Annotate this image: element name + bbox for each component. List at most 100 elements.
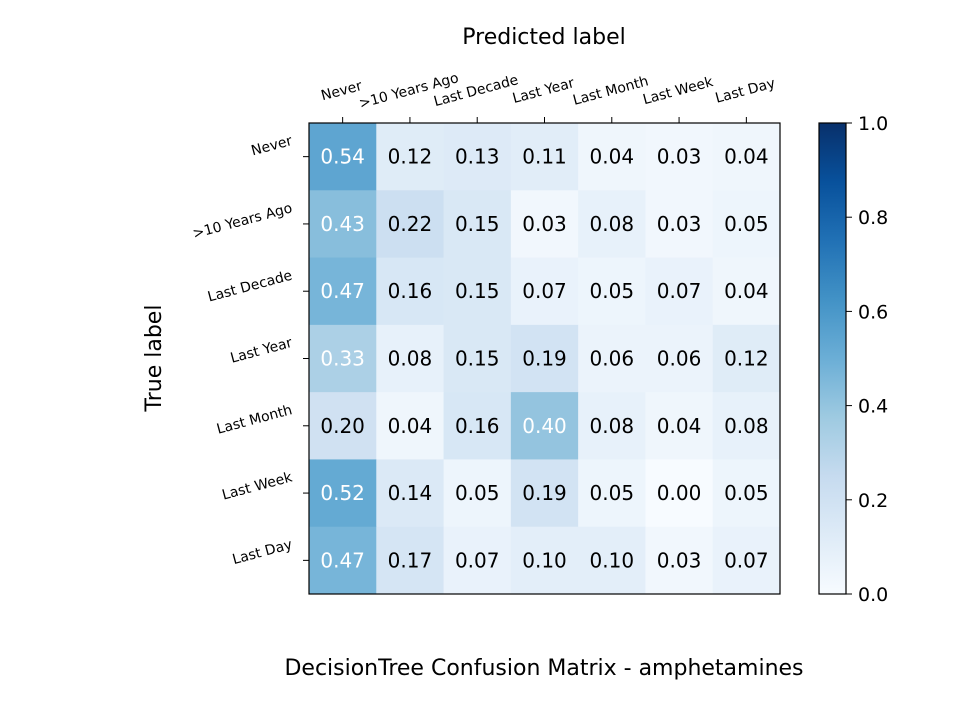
heatmap-cell bbox=[712, 459, 781, 528]
heatmap-cell bbox=[443, 392, 512, 460]
heatmap-cell-value: 0.08 bbox=[590, 212, 635, 236]
heatmap-cell bbox=[578, 123, 646, 191]
heatmap-cell bbox=[309, 123, 377, 191]
heatmap-cell bbox=[309, 190, 377, 259]
heatmap-cell bbox=[309, 324, 377, 393]
y-tick-label: Last Week bbox=[220, 469, 295, 503]
heatmap-cell-value: 0.05 bbox=[724, 212, 769, 236]
heatmap-cell-value: 0.05 bbox=[590, 279, 635, 303]
colorbar-tick-label: 0.2 bbox=[858, 490, 888, 512]
heatmap-cell-value: 0.04 bbox=[724, 145, 769, 169]
heatmap-cell-value: 0.06 bbox=[657, 347, 702, 371]
heatmap-cell bbox=[376, 257, 445, 326]
y-tick-label: Last Day bbox=[231, 537, 294, 568]
heatmap-cell-value: 0.47 bbox=[320, 548, 365, 572]
x-tick-label: Last Week bbox=[641, 74, 716, 108]
heatmap-cell-value: 0.22 bbox=[388, 212, 433, 236]
heatmap-cell bbox=[712, 190, 781, 259]
heatmap-cell bbox=[510, 392, 579, 460]
heatmap-cell-value: 0.16 bbox=[455, 414, 500, 438]
y-axis-ticks: Never >10 Years Ago Last Decade Last Year La… bbox=[191, 133, 309, 568]
heatmap-cell-value: 0.15 bbox=[455, 279, 500, 303]
heatmap-cell-value: 0.19 bbox=[522, 347, 567, 371]
heatmap-cell bbox=[712, 324, 781, 393]
heatmap-cell bbox=[645, 324, 714, 393]
x-tick-label: Last Day bbox=[714, 75, 777, 106]
heatmap-cell-value: 0.08 bbox=[724, 414, 769, 438]
heatmap-cell-value: 0.07 bbox=[455, 548, 500, 572]
heatmap-cell-value: 0.40 bbox=[522, 414, 567, 438]
heatmap-cell-value: 0.06 bbox=[590, 347, 635, 371]
heatmap-cell bbox=[443, 257, 512, 326]
heatmap-cell-value: 0.04 bbox=[724, 279, 769, 303]
heatmap-cell bbox=[376, 526, 445, 595]
heatmap-cell-value: 0.11 bbox=[522, 145, 567, 169]
heatmap-cell-value: 0.07 bbox=[522, 279, 567, 303]
heatmap-cell bbox=[443, 459, 512, 528]
heatmap-cell-value: 0.05 bbox=[590, 481, 635, 505]
heatmap-cell bbox=[645, 392, 714, 460]
heatmap-cell bbox=[510, 459, 579, 528]
heatmap-cell-labels: 0.54 0.12 0.13 0.11 0.04 0.03 0.04 0.43 0.22 0.15… bbox=[320, 145, 768, 573]
heatmap-cell-value: 0.12 bbox=[724, 347, 769, 371]
heatmap-cell bbox=[712, 123, 781, 191]
heatmap-cell bbox=[309, 526, 377, 595]
heatmap-cell bbox=[443, 190, 512, 259]
heatmap-cell-value: 0.19 bbox=[522, 481, 567, 505]
heatmap-cell-value: 0.03 bbox=[522, 212, 567, 236]
heatmap-cell-value: 0.07 bbox=[724, 548, 769, 572]
heatmap-cell bbox=[645, 526, 714, 595]
heatmap-cell-value: 0.07 bbox=[657, 279, 702, 303]
x-axis-title: Predicted label bbox=[462, 25, 625, 50]
heatmap-cell-value: 0.17 bbox=[388, 548, 433, 572]
colorbar-tick-label: 0.6 bbox=[858, 301, 888, 323]
heatmap-cell bbox=[510, 190, 579, 259]
colorbar-tick-label: 0.8 bbox=[858, 207, 888, 229]
heatmap-cell-value: 0.43 bbox=[320, 212, 365, 236]
heatmap-cell-value: 0.20 bbox=[320, 414, 365, 438]
heatmap-cell bbox=[510, 526, 579, 595]
heatmap-cell bbox=[376, 392, 445, 460]
heatmap-cell-value: 0.00 bbox=[657, 481, 702, 505]
colorbar-tick-label: 0.4 bbox=[858, 396, 888, 418]
heatmap-cell bbox=[510, 324, 579, 393]
heatmap-cell bbox=[443, 324, 512, 393]
colorbar bbox=[818, 122, 847, 595]
heatmap-cell bbox=[443, 526, 512, 595]
heatmap-cell-value: 0.52 bbox=[320, 481, 365, 505]
heatmap-cell bbox=[376, 324, 445, 393]
heatmap-cell-value: 0.08 bbox=[388, 347, 433, 371]
heatmap-cell-value: 0.12 bbox=[388, 145, 433, 169]
heatmap-cell-value: 0.08 bbox=[590, 414, 635, 438]
heatmap-cell bbox=[510, 257, 579, 326]
y-tick-label: Last Decade bbox=[206, 268, 294, 306]
heatmap-cell bbox=[510, 123, 579, 191]
y-tick-label: Last Year bbox=[229, 335, 294, 367]
heatmap-cell bbox=[578, 257, 646, 326]
heatmap-cell-value: 0.47 bbox=[320, 279, 365, 303]
heatmap-cell bbox=[712, 257, 781, 326]
heatmap-cell-value: 0.10 bbox=[522, 548, 567, 572]
heatmap-cell-value: 0.05 bbox=[455, 481, 500, 505]
heatmap-cell-value: 0.03 bbox=[657, 548, 702, 572]
heatmap-cell-value: 0.03 bbox=[657, 145, 702, 169]
heatmap-cell bbox=[376, 459, 445, 528]
heatmap-cell bbox=[712, 392, 781, 460]
x-tick-label: Last Month bbox=[571, 73, 650, 109]
heatmap-cell-value: 0.03 bbox=[657, 212, 702, 236]
y-axis-title: True label bbox=[142, 305, 167, 413]
heatmap-cell-value: 0.05 bbox=[724, 481, 769, 505]
heatmap-cell-value: 0.04 bbox=[388, 414, 433, 438]
heatmap-cell-value: 0.16 bbox=[388, 279, 433, 303]
heatmap-cell bbox=[645, 257, 714, 326]
y-tick-label: Never bbox=[250, 133, 295, 159]
heatmap-cell bbox=[645, 459, 714, 528]
heatmap-cell bbox=[578, 392, 646, 460]
chart-title: DecisionTree Confusion Matrix - amphetam… bbox=[284, 656, 803, 681]
heatmap-cell bbox=[578, 459, 646, 528]
y-tick-label: Last Month bbox=[215, 402, 294, 438]
y-tick-label: >10 Years Ago bbox=[191, 200, 294, 242]
heatmap-cell bbox=[578, 190, 646, 259]
